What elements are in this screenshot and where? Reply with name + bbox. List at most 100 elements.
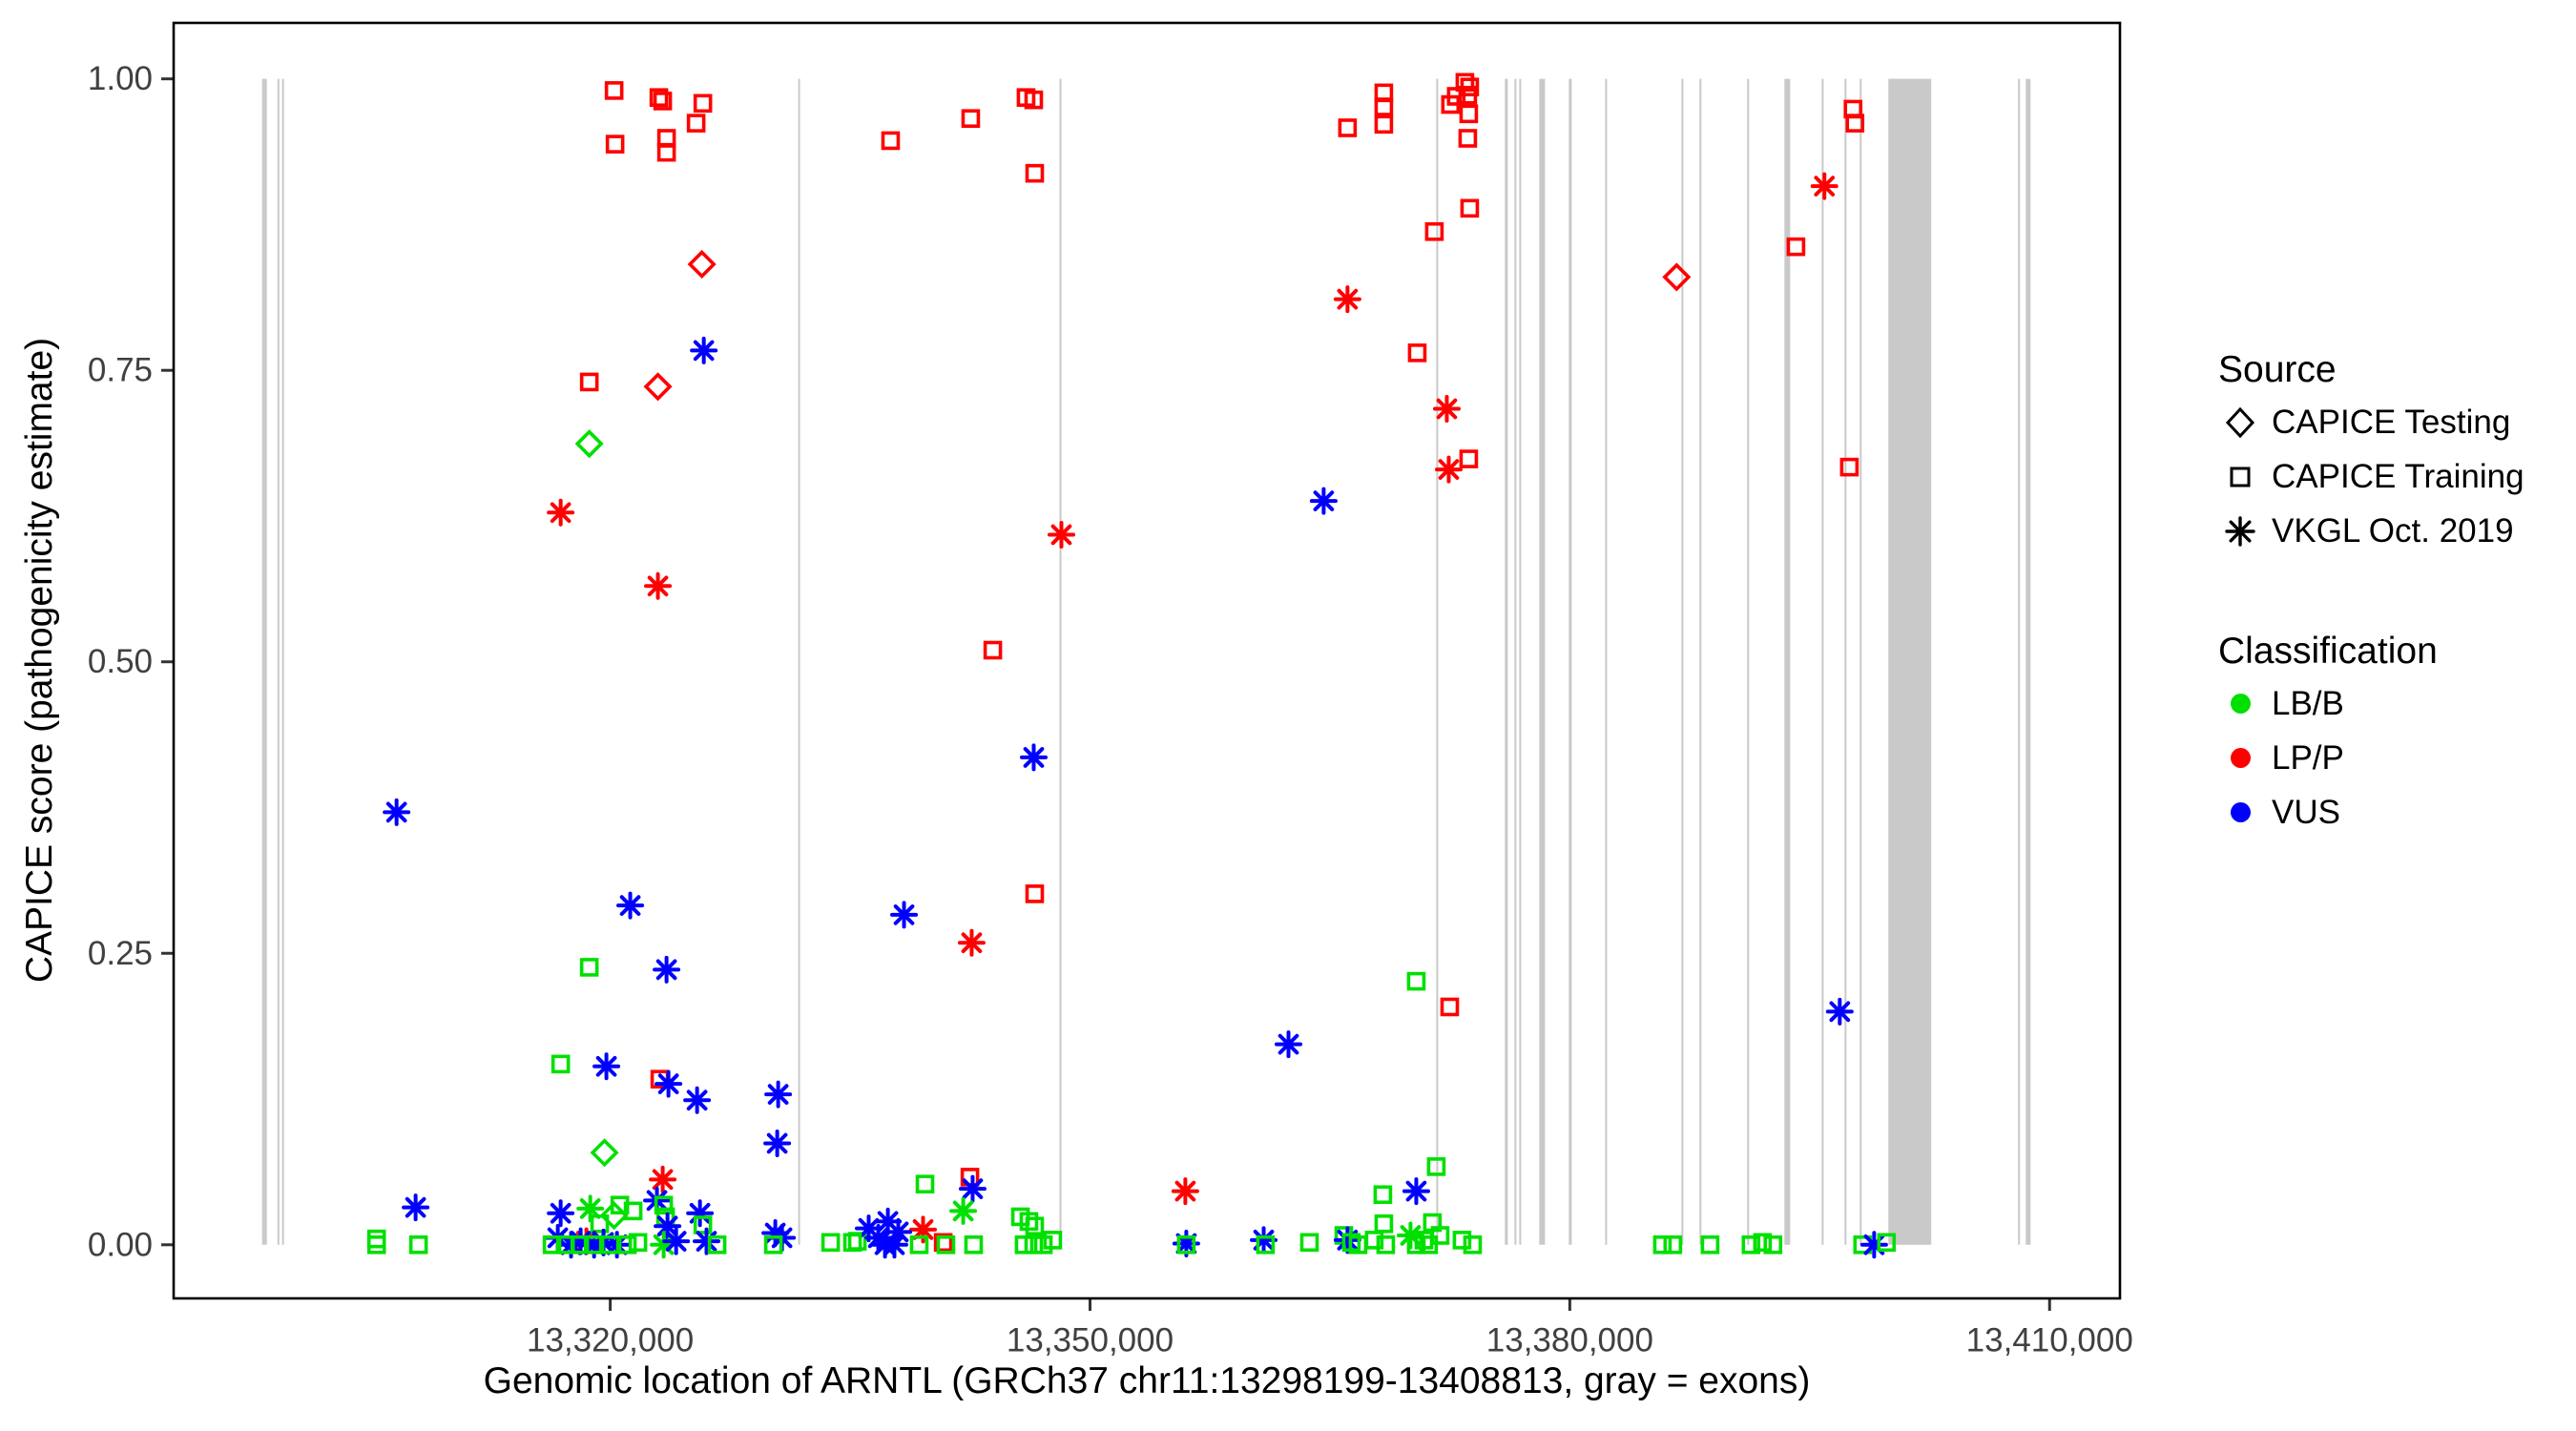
legend-item-capice-testing: CAPICE Testing bbox=[2218, 395, 2562, 449]
y-tick-label: 0.25 bbox=[88, 935, 153, 972]
data-point bbox=[1434, 455, 1463, 484]
data-point bbox=[1275, 1030, 1303, 1059]
data-point bbox=[1662, 262, 1692, 292]
panel-border bbox=[172, 21, 2122, 1300]
data-point bbox=[687, 249, 717, 280]
x-tick-label: 13,350,000 bbox=[1007, 1322, 1174, 1359]
exon-bar bbox=[1784, 78, 1791, 1245]
data-point bbox=[871, 1231, 900, 1259]
data-point bbox=[763, 1234, 783, 1255]
data-point bbox=[933, 1233, 953, 1253]
data-point bbox=[547, 498, 575, 527]
exon-bar bbox=[1888, 78, 1932, 1245]
data-point bbox=[1043, 1231, 1063, 1250]
exon-bar bbox=[1859, 78, 1862, 1245]
x-tick-label: 13,410,000 bbox=[1966, 1322, 2133, 1359]
y-tick-label: 0.00 bbox=[88, 1226, 153, 1263]
data-point bbox=[1406, 971, 1426, 991]
legend-source-title: Source bbox=[2218, 349, 2337, 390]
legend-item-label: VUS bbox=[2272, 793, 2340, 831]
data-point bbox=[628, 1233, 648, 1253]
data-point bbox=[763, 1129, 792, 1157]
data-point bbox=[654, 1069, 683, 1098]
data-point bbox=[1652, 1234, 1672, 1255]
y-tick-label: 0.75 bbox=[88, 352, 153, 389]
exon-bar bbox=[1747, 78, 1750, 1245]
exon-bar bbox=[1539, 78, 1546, 1245]
exon-bar bbox=[798, 78, 800, 1245]
data-point bbox=[1299, 1233, 1319, 1253]
data-point bbox=[644, 571, 673, 600]
lbb-dot-icon bbox=[2218, 682, 2262, 726]
data-point bbox=[983, 640, 1003, 660]
data-point bbox=[408, 1234, 428, 1255]
data-point bbox=[1825, 997, 1854, 1026]
data-point bbox=[1376, 1234, 1396, 1255]
legend-item-label: LB/B bbox=[2272, 684, 2344, 722]
data-point bbox=[690, 336, 718, 364]
data-point bbox=[909, 1234, 929, 1255]
legend-item-lpp: LP/P bbox=[2218, 731, 2562, 785]
data-point bbox=[1024, 1234, 1044, 1255]
data-point bbox=[915, 1174, 935, 1194]
data-point bbox=[1402, 1177, 1430, 1206]
data-point bbox=[579, 958, 599, 977]
data-point bbox=[936, 1234, 956, 1255]
data-point bbox=[1459, 449, 1479, 468]
data-point bbox=[1364, 1231, 1384, 1250]
data-point bbox=[662, 1227, 691, 1255]
data-point bbox=[617, 1234, 637, 1255]
lpp-dot-icon bbox=[2218, 736, 2262, 780]
data-point bbox=[604, 81, 624, 100]
data-point bbox=[958, 1174, 987, 1203]
data-point bbox=[1845, 114, 1865, 133]
data-point bbox=[693, 1215, 713, 1234]
data-point bbox=[643, 372, 673, 402]
data-point bbox=[1700, 1234, 1720, 1255]
data-point bbox=[964, 1234, 984, 1255]
y-tick-label: 1.00 bbox=[88, 60, 153, 97]
data-point bbox=[842, 1233, 862, 1253]
data-point bbox=[1446, 87, 1466, 106]
data-point bbox=[590, 1213, 610, 1234]
exon-bar bbox=[1514, 78, 1517, 1245]
data-point bbox=[693, 93, 713, 114]
data-point bbox=[576, 1194, 605, 1223]
data-point bbox=[605, 135, 625, 154]
data-point bbox=[1014, 1234, 1034, 1255]
exon-bar bbox=[1436, 78, 1439, 1245]
diamond-icon bbox=[2218, 401, 2262, 445]
legend-item-vus: VUS bbox=[2218, 785, 2562, 840]
data-point bbox=[583, 1234, 603, 1255]
data-point bbox=[623, 1201, 643, 1221]
data-point bbox=[654, 1195, 674, 1215]
data-point bbox=[764, 1080, 793, 1109]
data-point bbox=[592, 1052, 621, 1081]
data-point bbox=[686, 1199, 715, 1228]
data-point bbox=[949, 1196, 978, 1225]
data-point bbox=[547, 1199, 575, 1228]
data-point bbox=[957, 928, 986, 957]
data-point bbox=[1839, 457, 1859, 477]
data-point bbox=[1374, 1213, 1394, 1234]
data-point bbox=[1458, 85, 1478, 105]
data-point bbox=[656, 142, 676, 162]
legend-item-vkgl: VKGL Oct. 2019 bbox=[2218, 504, 2562, 558]
data-point bbox=[821, 1233, 841, 1253]
data-point bbox=[590, 1138, 619, 1168]
data-point bbox=[1440, 997, 1460, 1017]
data-point bbox=[610, 1195, 630, 1215]
data-point bbox=[616, 891, 645, 920]
data-point bbox=[1459, 104, 1479, 124]
exon-bar bbox=[1681, 78, 1684, 1245]
x-tick-label: 13,320,000 bbox=[527, 1322, 694, 1359]
exon-bar bbox=[2025, 78, 2031, 1245]
data-point bbox=[1430, 1226, 1450, 1245]
legend-item-label: VKGL Oct. 2019 bbox=[2272, 511, 2514, 550]
exon-bar bbox=[2018, 78, 2021, 1245]
data-point bbox=[1407, 343, 1427, 363]
data-point bbox=[574, 429, 604, 459]
data-point bbox=[653, 955, 681, 984]
